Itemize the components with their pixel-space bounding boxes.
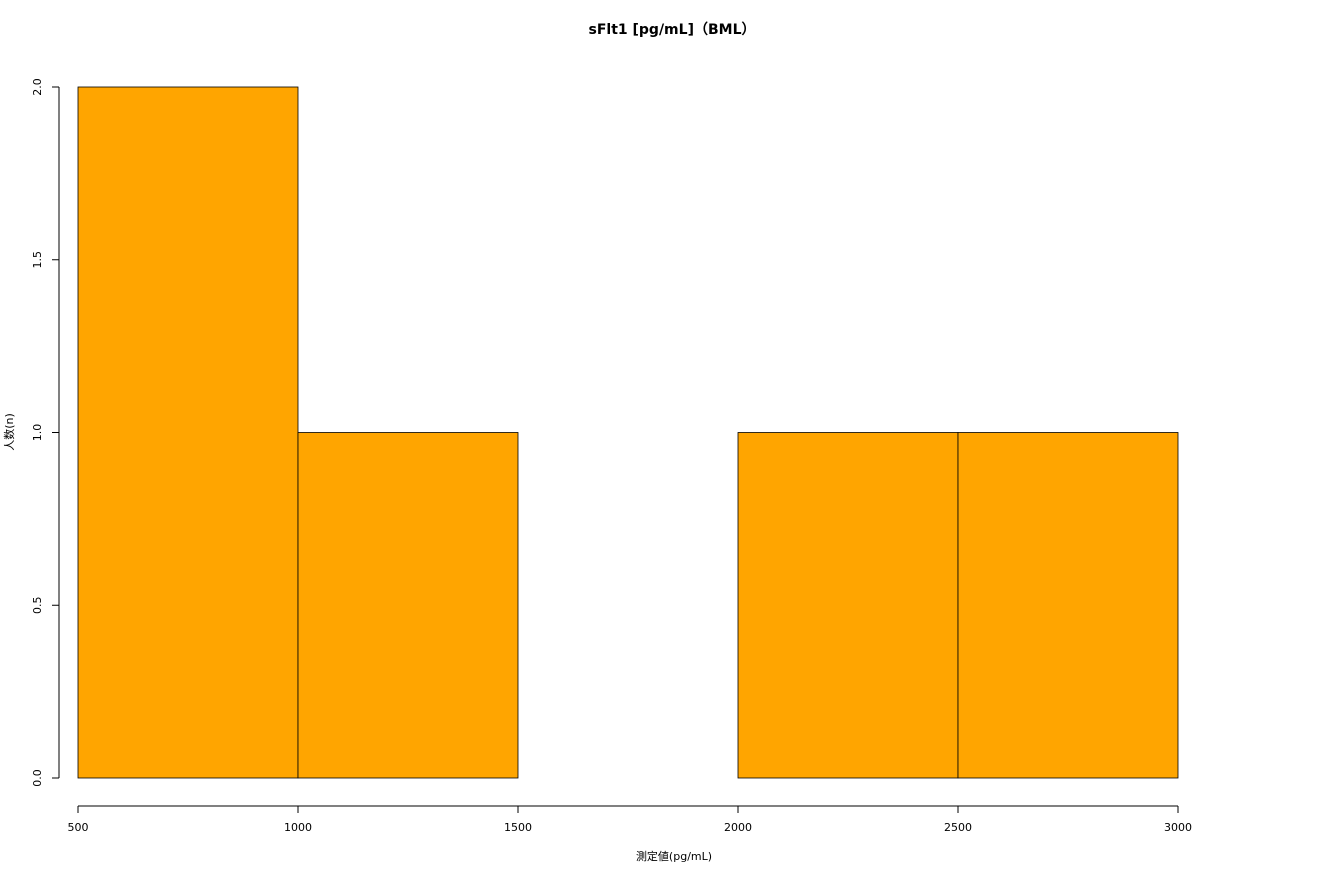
y-tick-label: 0.0 (31, 769, 44, 787)
x-tick-label: 2500 (944, 821, 972, 834)
x-tick-label: 2000 (724, 821, 752, 834)
x-tick-label: 1500 (504, 821, 532, 834)
y-axis-label: 人数(n) (3, 413, 16, 451)
y-tick-label: 0.5 (31, 597, 44, 615)
y-tick-label: 1.0 (31, 424, 44, 442)
y-tick-label: 2.0 (31, 78, 44, 96)
bar (957, 432, 1179, 779)
x-tick-label: 3000 (1164, 821, 1192, 834)
x-axis-label: 測定値(pg/mL) (636, 849, 712, 863)
y-tick-label: 1.5 (31, 251, 44, 269)
bar (737, 432, 959, 779)
x-tick-label: 500 (68, 821, 89, 834)
bar (77, 86, 299, 779)
chart-title: sFlt1 [pg/mL]（BML） (589, 22, 756, 38)
bar (297, 432, 519, 779)
x-tick-label: 1000 (284, 821, 312, 834)
